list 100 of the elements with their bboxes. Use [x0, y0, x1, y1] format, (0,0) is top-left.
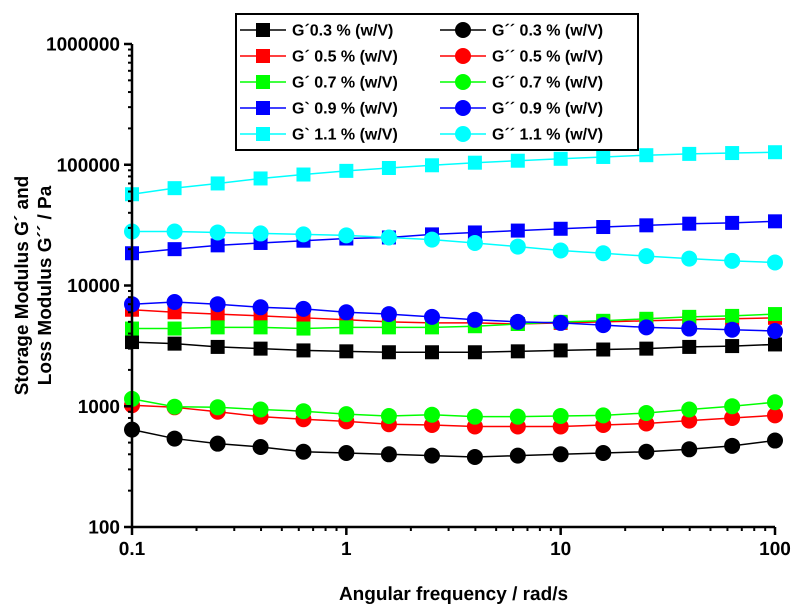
point [639, 342, 654, 356]
point [682, 340, 696, 354]
point [295, 403, 312, 420]
point [339, 164, 354, 178]
point [724, 252, 740, 269]
point [254, 320, 268, 334]
y-axis-title: Storage Modulus G´ and Loss Modulus G´´ / Pa [12, 176, 56, 396]
point [168, 336, 182, 351]
point [468, 156, 482, 170]
point [554, 343, 568, 358]
point [424, 345, 439, 360]
x-tick-label: 1 [341, 539, 352, 560]
point [296, 322, 310, 336]
point [338, 406, 354, 422]
point [210, 238, 225, 252]
point [338, 445, 354, 462]
point [681, 401, 698, 418]
point [768, 214, 782, 228]
legend-label: G´´ 1.1 % (w/V) [492, 126, 604, 144]
point [595, 245, 612, 262]
point [510, 224, 525, 238]
point [552, 242, 569, 258]
point [424, 232, 440, 248]
point [382, 345, 396, 360]
point [638, 404, 654, 421]
point [767, 394, 783, 410]
point [252, 225, 269, 242]
point [380, 446, 397, 462]
point [767, 432, 783, 449]
point [681, 250, 698, 267]
y-tick-label: 100000 [56, 155, 120, 176]
point [382, 320, 396, 334]
point [210, 399, 226, 416]
point [768, 145, 782, 160]
y-tick-label: 100 [88, 518, 120, 539]
point [296, 343, 310, 358]
legend-label: G` 0.9 % (w/V) [292, 100, 398, 118]
legend-label: G´´ 0.9 % (w/V) [492, 100, 604, 118]
point [595, 445, 612, 462]
point [295, 226, 312, 242]
point [595, 407, 612, 424]
point [168, 181, 182, 196]
y-tick-label: 10000 [67, 276, 120, 298]
point [210, 436, 226, 452]
point [168, 322, 182, 336]
x-tick-label: 10 [550, 539, 572, 560]
legend-label: G´´ 0.7 % (w/V) [492, 74, 604, 92]
point [767, 254, 783, 271]
point [424, 158, 439, 172]
point [380, 408, 397, 424]
point [596, 342, 610, 357]
point [424, 406, 440, 423]
point [210, 340, 225, 354]
point [554, 152, 568, 166]
point [254, 171, 268, 186]
point [510, 408, 526, 425]
point [466, 312, 483, 328]
point [254, 342, 268, 356]
point [554, 222, 568, 236]
y-tick-label: 1000000 [46, 34, 120, 56]
point [210, 224, 226, 240]
point [767, 407, 783, 424]
point [596, 150, 610, 164]
point [210, 176, 225, 190]
point [638, 444, 654, 460]
legend-label: G´ 0.5 % (w/V) [292, 48, 398, 66]
point [681, 441, 698, 458]
point [166, 294, 183, 310]
point [210, 320, 225, 334]
y-tick-label: 1000 [78, 396, 120, 418]
point [510, 238, 526, 255]
point [338, 227, 354, 244]
point [639, 218, 654, 232]
legend-label: G´´ 0.5 % (w/V) [492, 48, 604, 66]
point [768, 337, 782, 352]
point [552, 408, 569, 424]
point [466, 448, 483, 465]
point [468, 345, 482, 360]
point [296, 168, 310, 182]
point [552, 446, 569, 462]
point [595, 317, 612, 334]
point [380, 306, 397, 322]
legend-label: G´0.3 % (w/V) [292, 22, 394, 40]
point [725, 308, 740, 323]
point [510, 344, 525, 358]
legend-label: G´´ 0.3 % (w/V) [492, 22, 604, 40]
x-tick-label: 0.1 [118, 539, 146, 560]
point [510, 154, 525, 168]
point [725, 146, 740, 160]
x-tick-label: 100 [759, 539, 791, 560]
point [682, 146, 696, 161]
point [424, 308, 440, 325]
point [466, 408, 483, 425]
point [252, 401, 269, 418]
point [510, 448, 526, 464]
point [725, 339, 740, 354]
point [510, 314, 526, 330]
point [166, 430, 183, 447]
point [638, 319, 654, 336]
legend-label: G´ 0.7 % (w/V) [292, 74, 398, 92]
